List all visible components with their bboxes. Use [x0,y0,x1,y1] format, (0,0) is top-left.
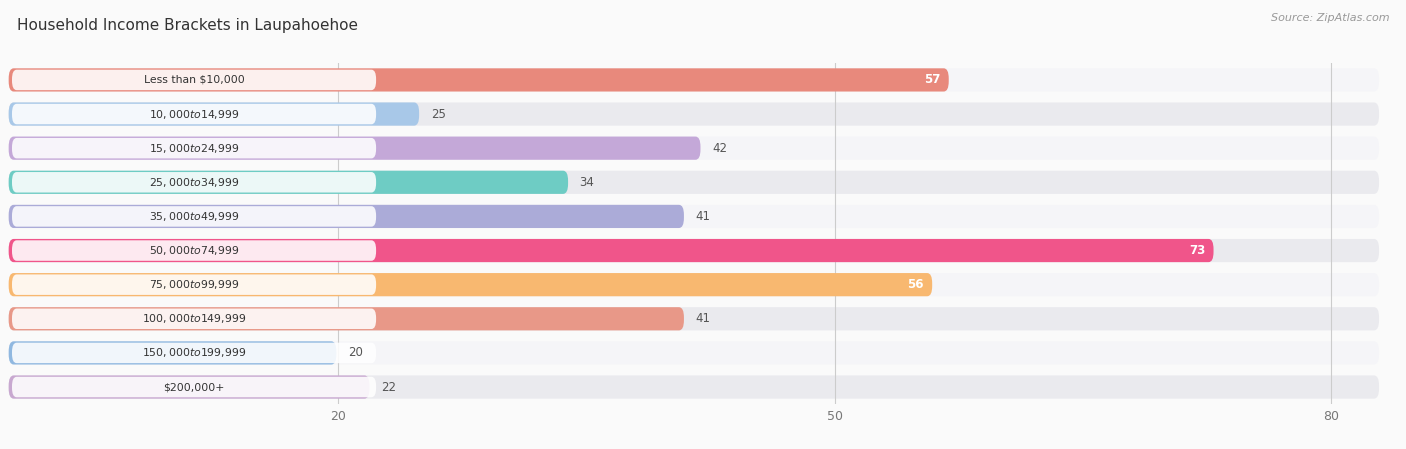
FancyBboxPatch shape [8,239,1379,262]
Text: $35,000 to $49,999: $35,000 to $49,999 [149,210,239,223]
FancyBboxPatch shape [8,375,1379,399]
FancyBboxPatch shape [8,171,1379,194]
FancyBboxPatch shape [8,273,932,296]
Text: $150,000 to $199,999: $150,000 to $199,999 [142,347,246,359]
FancyBboxPatch shape [13,70,375,90]
FancyBboxPatch shape [8,171,568,194]
FancyBboxPatch shape [13,240,375,261]
Text: $100,000 to $149,999: $100,000 to $149,999 [142,313,246,325]
FancyBboxPatch shape [13,377,375,397]
FancyBboxPatch shape [8,273,1379,296]
Text: Household Income Brackets in Laupahoehoe: Household Income Brackets in Laupahoehoe [17,18,359,33]
Text: 57: 57 [924,74,941,86]
Text: $10,000 to $14,999: $10,000 to $14,999 [149,108,239,120]
FancyBboxPatch shape [13,138,375,158]
FancyBboxPatch shape [8,341,1379,365]
Text: 25: 25 [430,108,446,120]
FancyBboxPatch shape [8,68,1379,92]
FancyBboxPatch shape [8,375,370,399]
FancyBboxPatch shape [8,307,683,330]
FancyBboxPatch shape [13,206,375,227]
FancyBboxPatch shape [13,343,375,363]
FancyBboxPatch shape [8,205,1379,228]
Text: 22: 22 [381,381,396,393]
FancyBboxPatch shape [8,307,1379,330]
FancyBboxPatch shape [8,68,949,92]
FancyBboxPatch shape [13,104,375,124]
FancyBboxPatch shape [8,136,700,160]
FancyBboxPatch shape [8,205,683,228]
FancyBboxPatch shape [8,102,1379,126]
Text: 42: 42 [711,142,727,154]
Text: 56: 56 [907,278,924,291]
Text: $50,000 to $74,999: $50,000 to $74,999 [149,244,239,257]
FancyBboxPatch shape [8,136,1379,160]
Text: 20: 20 [347,347,363,359]
Text: $25,000 to $34,999: $25,000 to $34,999 [149,176,239,189]
Text: $200,000+: $200,000+ [163,382,225,392]
FancyBboxPatch shape [13,308,375,329]
FancyBboxPatch shape [8,102,419,126]
Text: 73: 73 [1189,244,1205,257]
Text: 34: 34 [579,176,595,189]
Text: Less than $10,000: Less than $10,000 [143,75,245,85]
Text: $15,000 to $24,999: $15,000 to $24,999 [149,142,239,154]
Text: $75,000 to $99,999: $75,000 to $99,999 [149,278,239,291]
FancyBboxPatch shape [8,341,336,365]
Text: 41: 41 [696,210,710,223]
FancyBboxPatch shape [8,239,1213,262]
FancyBboxPatch shape [13,172,375,193]
FancyBboxPatch shape [13,274,375,295]
Text: Source: ZipAtlas.com: Source: ZipAtlas.com [1271,13,1389,23]
Text: 41: 41 [696,313,710,325]
